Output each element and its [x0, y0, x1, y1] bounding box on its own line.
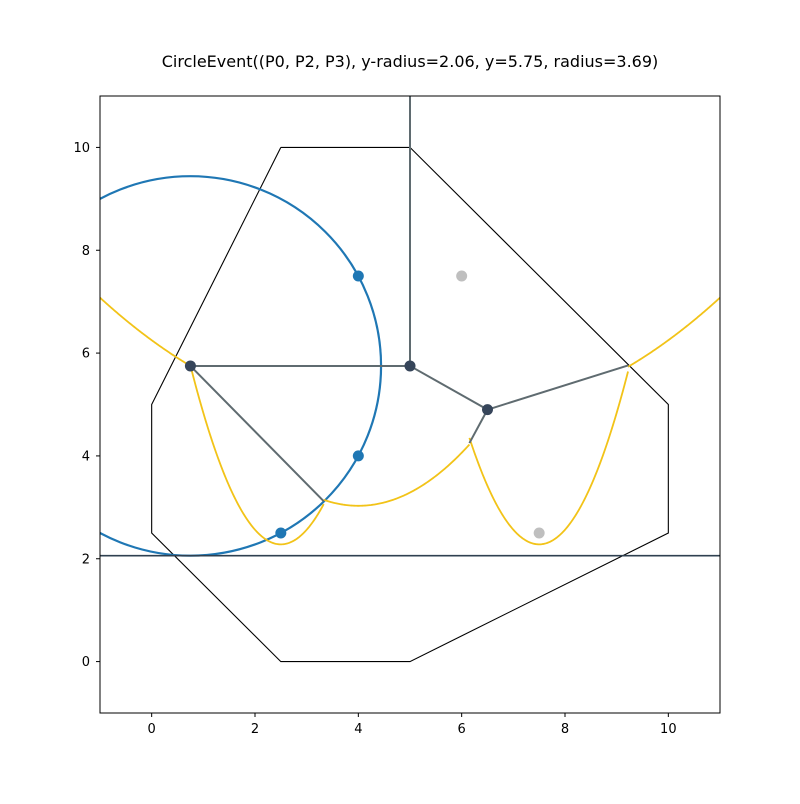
beachline-arc-2 [189, 365, 325, 546]
bounding-polygon [151, 146, 669, 663]
chart-title: CircleEvent((P0, P2, P3), y-radius=2.06,… [162, 52, 659, 71]
y-tick-label: 2 [82, 552, 90, 567]
voronoi-edge-4 [487, 364, 629, 411]
x-tick-label: 10 [660, 722, 677, 737]
active-point-2 [352, 450, 364, 462]
axes-ticks: 0 2 4 6 8 10 0 2 4 6 8 10 [73, 141, 676, 737]
y-tick-label: 6 [82, 347, 90, 362]
plot-frame [99, 95, 721, 714]
voronoi-edge-3 [409, 365, 488, 411]
voronoi-vertex-3 [482, 404, 493, 416]
y-tick-label: 8 [82, 244, 90, 259]
voronoi-vertex-1 [184, 360, 196, 372]
voronoi-edge-5 [468, 409, 489, 444]
x-tick-label: 4 [354, 722, 362, 737]
y-tick-label: 10 [73, 141, 90, 156]
active-point-3 [275, 527, 287, 539]
beachline-arc-5 [627, 297, 720, 368]
beachline-arc-3 [323, 443, 471, 507]
voronoi-edge-6 [189, 365, 325, 502]
inactive-point-1 [456, 270, 468, 282]
x-tick-label: 0 [148, 722, 156, 737]
x-tick-label: 6 [458, 722, 466, 737]
beachline-arc-4 [468, 371, 629, 546]
y-tick-label: 0 [82, 655, 90, 670]
y-tick-label: 4 [82, 449, 90, 464]
beachline-arc-1 [100, 297, 191, 367]
active-point-1 [352, 270, 364, 282]
x-tick-label: 8 [561, 722, 569, 737]
inactive-point-2 [533, 527, 545, 539]
x-tick-label: 2 [251, 722, 259, 737]
voronoi-vertex-2 [404, 360, 416, 372]
plot-area [100, 96, 720, 663]
